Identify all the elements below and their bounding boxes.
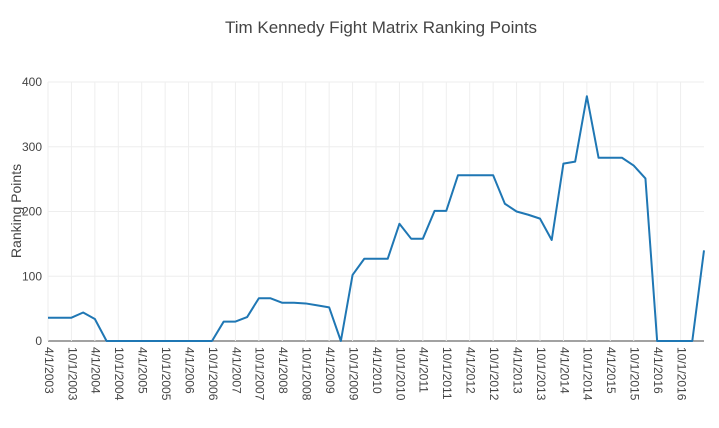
x-tick-label: 4/1/2010 [370,347,384,394]
x-tick-label: 10/1/2008 [300,347,314,401]
x-tick-label: 10/1/2006 [206,347,220,401]
grid [47,81,704,342]
x-tick-label: 10/1/2011 [440,347,454,400]
x-tick-label: 4/1/2005 [136,347,150,394]
x-tick-label: 4/1/2016 [651,347,665,394]
x-tick-label: 10/1/2005 [159,347,173,401]
x-tick-label: 4/1/2004 [89,347,103,394]
x-tick-label: 4/1/2015 [604,347,618,394]
x-tick-label: 4/1/2003 [42,347,56,394]
x-tick-label: 10/1/2015 [628,347,642,401]
y-tick-label: 0 [35,334,42,348]
x-tick-label: 4/1/2013 [510,347,524,394]
x-tick-label: 10/1/2016 [674,347,688,401]
y-tick-label: 100 [22,269,42,283]
x-tick-label: 4/1/2014 [557,347,571,394]
x-axis-ticks: 4/1/2003 10/1/2003 4/1/2004 10/1/2004 4/1/20… [42,347,689,401]
y-axis-ticks: 0 100 200 300 400 [22,75,42,348]
x-tick-label: 4/1/2009 [323,347,337,394]
x-tick-label: 10/1/2013 [534,347,548,401]
x-tick-label: 10/1/2009 [346,347,360,401]
series-layer [48,95,705,342]
y-axis-title: Ranking Points [8,164,24,258]
y-tick-label: 300 [22,140,42,154]
y-tick-label: 200 [22,205,42,219]
x-tick-label: 10/1/2012 [487,347,501,401]
x-tick-label: 10/1/2007 [253,347,267,401]
x-tick-label: 4/1/2006 [182,347,196,394]
x-tick-label: 10/1/2014 [581,347,595,401]
x-tick-label: 10/1/2010 [393,347,407,401]
y-tick-label: 400 [22,75,42,89]
x-tick-label: 4/1/2012 [464,347,478,394]
series-line [48,95,705,342]
x-tick-label: 4/1/2011 [417,347,431,393]
x-tick-label: 10/1/2003 [65,347,79,401]
chart-title: Tim Kennedy Fight Matrix Ranking Points [225,18,537,37]
x-tick-label: 10/1/2004 [112,347,126,401]
x-tick-label: 4/1/2008 [276,347,290,394]
x-tick-label: 4/1/2007 [229,347,243,394]
